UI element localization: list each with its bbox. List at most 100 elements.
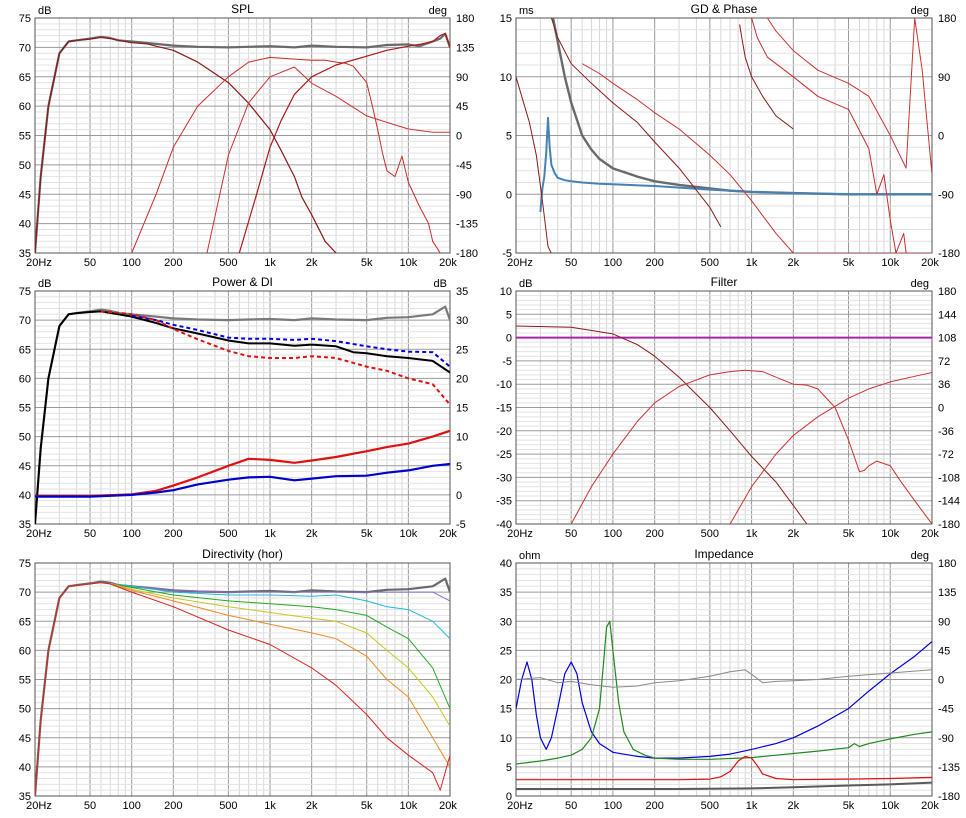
y-tick-label: -5 (502, 356, 512, 368)
y2-tick-label: 72 (938, 356, 950, 368)
series-line-5 (110, 582, 450, 768)
y-tick-label: 15 (500, 704, 512, 716)
series-line-3 (516, 781, 932, 790)
x-tick-label: 10k (881, 528, 899, 540)
y-tick-label: 60 (19, 101, 31, 113)
x-tick-label: 200 (164, 257, 182, 269)
y-tick-label: 55 (19, 131, 31, 143)
x-tick-label: 500 (701, 528, 719, 540)
y-tick-label: -40 (496, 519, 512, 531)
y-axis-unit: ms (519, 5, 534, 17)
series-line-2 (131, 314, 450, 368)
y2-tick-label: 5 (456, 461, 462, 473)
chart-panel-4: Directivity (hor) 35 40 45 50 55 60 65 70 75 20Hz 5… (19, 547, 458, 812)
x-tick-label: 50 (565, 257, 577, 269)
x-tick-label: 20k (439, 800, 457, 812)
x-tick-label: 500 (219, 257, 237, 269)
plot-frame (34, 562, 451, 797)
series-line-1 (35, 36, 337, 253)
y-tick-label: 5 (506, 762, 512, 774)
chart-title: Filter (711, 275, 738, 289)
x-tick-label: 500 (219, 528, 237, 540)
plot-frame (515, 17, 933, 254)
series-line-2 (570, 369, 932, 524)
x-tick-label: 2k (306, 257, 318, 269)
series-line-2 (110, 582, 450, 640)
y-tick-label: -25 (496, 449, 512, 461)
x-tick-label: 200 (164, 800, 182, 812)
grid (515, 562, 933, 797)
grid (34, 562, 451, 797)
y2-tick-label: 90 (938, 616, 950, 628)
series-line-1 (35, 310, 450, 524)
y2-axis-unit: deg (911, 5, 929, 17)
y2-tick-label: 144 (938, 309, 956, 321)
series-line-5 (751, 18, 907, 253)
x-tick-label: 50 (565, 528, 577, 540)
y-tick-label: 40 (500, 558, 512, 570)
y-tick-label: 50 (19, 432, 31, 444)
y2-tick-label: -180 (938, 519, 960, 531)
y-tick-label: 65 (19, 344, 31, 356)
y2-tick-label: 180 (938, 13, 956, 25)
y2-tick-label: 180 (456, 13, 474, 25)
y-tick-label: 0 (506, 791, 512, 803)
x-tick-label: 500 (701, 800, 719, 812)
y2-tick-label: 90 (938, 72, 950, 84)
y2-axis-unit: deg (911, 550, 929, 562)
y2-tick-label: 15 (456, 403, 468, 415)
series-group (516, 325, 932, 524)
y2-axis-unit: deg (911, 278, 929, 290)
y2-tick-label: 135 (456, 42, 474, 54)
x-tick-label: 20Hz (26, 257, 52, 269)
x-tick-label: 20Hz (507, 528, 533, 540)
y-tick-label: 10 (500, 286, 512, 298)
y-tick-label: 45 (19, 733, 31, 745)
x-tick-label: 2k (306, 800, 318, 812)
x-tick-label: 100 (123, 800, 141, 812)
series-line-3 (100, 310, 450, 406)
x-tick-label: 20Hz (26, 800, 52, 812)
x-tick-label: 100 (123, 257, 141, 269)
y-tick-label: -10 (496, 379, 512, 391)
series-line-4 (516, 669, 932, 688)
x-tick-label: 5k (361, 528, 373, 540)
x-tick-label: 2k (788, 800, 800, 812)
y2-tick-label: 90 (456, 72, 468, 84)
grid (515, 17, 933, 254)
y2-tick-label: -135 (456, 219, 478, 231)
x-tick-label: 200 (645, 528, 663, 540)
y2-tick-label: -90 (938, 189, 954, 201)
y2-tick-label: -180 (938, 791, 960, 803)
y-tick-label: -5 (502, 248, 512, 260)
x-tick-label: 2k (306, 528, 318, 540)
grid (34, 17, 451, 254)
plot-frame (34, 17, 451, 254)
x-tick-label: 10k (399, 528, 417, 540)
series-group (516, 18, 932, 253)
x-tick-label: 100 (123, 528, 141, 540)
y2-tick-label: 10 (456, 432, 468, 444)
x-tick-label: 10k (399, 257, 417, 269)
y2-tick-label: -135 (938, 762, 960, 774)
series-line-4 (110, 582, 450, 727)
series-line-3 (581, 63, 932, 253)
y-tick-label: 0 (506, 189, 512, 201)
series-line-0 (516, 641, 932, 759)
y2-tick-label: 0 (456, 490, 462, 502)
x-tick-label: 20k (921, 257, 939, 269)
chart-title: SPL (231, 2, 254, 16)
y2-axis-unit: deg (429, 5, 447, 17)
x-tick-label: 20Hz (507, 257, 533, 269)
y-tick-label: 45 (19, 461, 31, 473)
series-group (35, 32, 450, 253)
y-tick-label: 35 (500, 587, 512, 599)
x-tick-label: 100 (604, 800, 622, 812)
y-tick-label: -35 (496, 496, 512, 508)
x-tick-label: 1k (746, 528, 758, 540)
y2-tick-label: -45 (938, 704, 954, 716)
y-tick-label: 65 (19, 72, 31, 84)
series-line-4 (739, 24, 794, 130)
y2-tick-label: 0 (938, 675, 944, 687)
series-line-5 (35, 462, 450, 498)
